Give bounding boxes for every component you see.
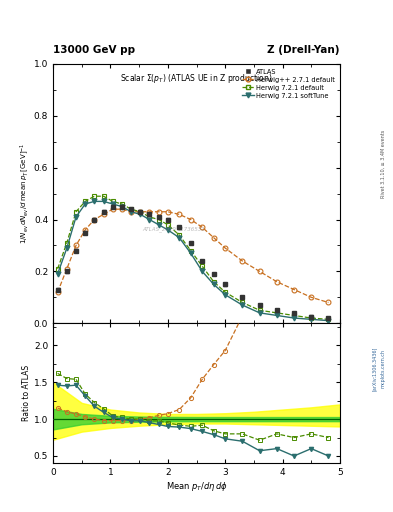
Text: 13000 GeV pp: 13000 GeV pp: [53, 45, 135, 55]
Legend: ATLAS, Herwig++ 2.7.1 default, Herwig 7.2.1 default, Herwig 7.2.1 softTune: ATLAS, Herwig++ 2.7.1 default, Herwig 7.…: [241, 68, 337, 100]
Text: mcplots.cern.ch: mcplots.cern.ch: [381, 349, 386, 388]
Y-axis label: $1/N_{\rm ev}\,dN_{\rm ev}/d\,{\rm mean}\,p_T\,[{\rm GeV}]^{-1}$: $1/N_{\rm ev}\,dN_{\rm ev}/d\,{\rm mean}…: [18, 143, 31, 244]
Text: Scalar $\Sigma(p_T)$ (ATLAS UE in Z production): Scalar $\Sigma(p_T)$ (ATLAS UE in Z prod…: [120, 72, 273, 85]
Y-axis label: Ratio to ATLAS: Ratio to ATLAS: [22, 365, 31, 421]
Text: ATLAS_2019_I1736531: ATLAS_2019_I1736531: [142, 226, 205, 231]
Text: [arXiv:1306.3436]: [arXiv:1306.3436]: [372, 347, 376, 391]
Text: Z (Drell-Yan): Z (Drell-Yan): [268, 45, 340, 55]
Text: Rivet 3.1.10, ≥ 3.4M events: Rivet 3.1.10, ≥ 3.4M events: [381, 130, 386, 198]
X-axis label: Mean $p_T/d\eta\,d\phi$: Mean $p_T/d\eta\,d\phi$: [165, 480, 228, 493]
